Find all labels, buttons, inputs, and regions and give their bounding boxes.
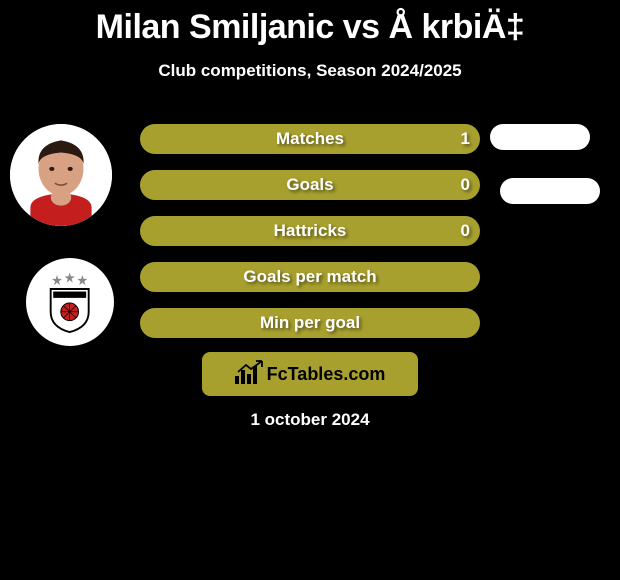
fctables-icon xyxy=(235,364,263,384)
right-pill-matches xyxy=(490,124,590,150)
bar-label: Goals per match xyxy=(140,267,480,287)
bar-value: 1 xyxy=(461,129,470,149)
bar-value: 0 xyxy=(461,175,470,195)
bar-matches: Matches 1 xyxy=(140,124,480,154)
fctables-badge: FcTables.com xyxy=(202,352,418,396)
subtitle: Club competitions, Season 2024/2025 xyxy=(0,61,620,81)
club-logo xyxy=(26,258,114,346)
bar-value: 0 xyxy=(461,221,470,241)
player-avatar-icon xyxy=(10,124,112,226)
bar-label: Hattricks xyxy=(140,221,480,241)
bar-min-per-goal: Min per goal xyxy=(140,308,480,338)
player-avatar xyxy=(10,124,112,226)
bar-hattricks: Hattricks 0 xyxy=(140,216,480,246)
right-pill-goals xyxy=(500,178,600,204)
bar-label: Min per goal xyxy=(140,313,480,333)
bar-goals: Goals 0 xyxy=(140,170,480,200)
bar-goals-per-match: Goals per match xyxy=(140,262,480,292)
fctables-text: FcTables.com xyxy=(267,364,386,385)
stat-bars: Matches 1 Goals 0 Hattricks 0 Goals per … xyxy=(140,124,480,354)
page-title: Milan Smiljanic vs Å krbiÄ‡ xyxy=(0,0,620,47)
date-label: 1 october 2024 xyxy=(0,410,620,430)
club-logo-icon xyxy=(38,270,101,333)
bar-label: Matches xyxy=(140,129,480,149)
bar-label: Goals xyxy=(140,175,480,195)
